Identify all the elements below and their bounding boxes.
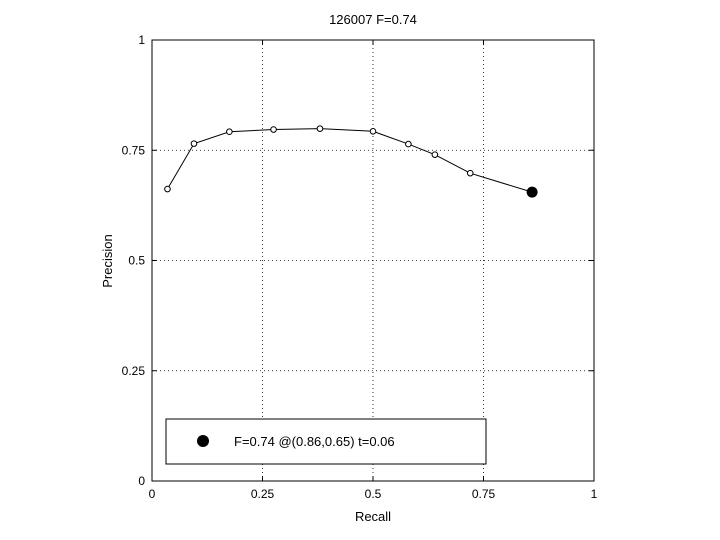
- x-tick-label: 0.75: [472, 487, 496, 501]
- legend-marker: [197, 435, 209, 447]
- y-tick-label: 0: [138, 474, 145, 488]
- x-tick-label: 0.25: [251, 487, 275, 501]
- data-point: [226, 128, 233, 136]
- series-points-layer: [164, 125, 538, 198]
- y-tick-label: 0.5: [128, 254, 145, 268]
- x-tick-label: 1: [591, 487, 598, 501]
- y-tick-label: 0.25: [122, 364, 146, 378]
- x-tick-label: 0.5: [365, 487, 382, 501]
- grid: [152, 40, 594, 481]
- legend-text: F=0.74 @(0.86,0.65) t=0.06: [234, 434, 395, 449]
- data-point: [466, 169, 474, 177]
- x-axis-label: Recall: [355, 509, 391, 524]
- chart-title: 126007 F=0.74: [329, 12, 417, 27]
- series-line-layer: [167, 128, 533, 193]
- legend-box: [165, 418, 487, 465]
- legend: F=0.74 @(0.86,0.65) t=0.06: [165, 418, 487, 465]
- data-point: [190, 140, 198, 147]
- series-line: [167, 128, 533, 193]
- best-f-point: [526, 186, 538, 198]
- data-point: [405, 140, 412, 148]
- data-point: [270, 126, 277, 133]
- y-tick-label: 1: [138, 33, 145, 47]
- y-tick-label: 0.75: [122, 143, 146, 157]
- data-point: [431, 151, 439, 158]
- data-point: [316, 125, 324, 132]
- data-point: [369, 127, 377, 135]
- x-tick-label: 0: [149, 487, 156, 501]
- ticks: 0 0.25 0.5 0.75 1 0 0.25 0.5 0.75 1: [122, 33, 598, 501]
- y-axis-label: Precision: [100, 234, 115, 287]
- data-point: [164, 185, 171, 193]
